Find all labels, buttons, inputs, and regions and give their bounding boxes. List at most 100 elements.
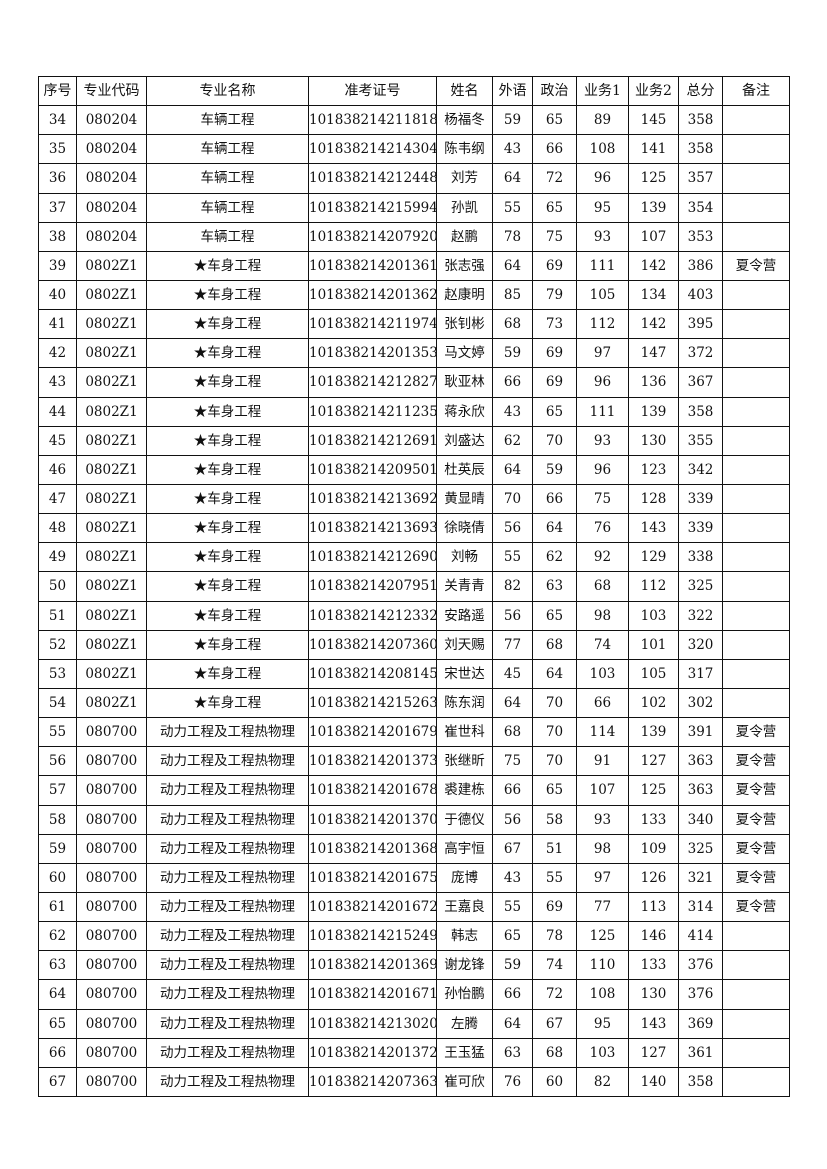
cell-politics: 79 bbox=[532, 279, 577, 311]
table-row: 41 0802Z1 ★车身工程 101838214211974 张钊彬 68 73 112 14… bbox=[38, 309, 790, 340]
cell-exam-id: 101838214201370 bbox=[308, 804, 437, 835]
cell-major-code: 080204 bbox=[76, 192, 147, 223]
table-row: 60 080700 动力工程及工程热物理 101838214201675 庞博 43 55 9… bbox=[38, 862, 790, 893]
cell-total: 354 bbox=[678, 192, 723, 223]
cell-total: 317 bbox=[678, 658, 723, 689]
cell-major-name: 动力工程及工程热物理 bbox=[146, 950, 309, 981]
cell-seq: 37 bbox=[38, 192, 77, 223]
table-row: 53 0802Z1 ★车身工程 101838214208145 宋世达 45 64 103 10… bbox=[38, 658, 790, 689]
cell-subject2: 133 bbox=[628, 950, 679, 981]
cell-major-code: 0802Z1 bbox=[76, 542, 147, 573]
cell-name: 崔世科 bbox=[436, 717, 493, 748]
cell-politics: 69 bbox=[532, 338, 577, 369]
cell-subject2: 127 bbox=[628, 746, 679, 777]
cell-subject2: 147 bbox=[628, 338, 679, 369]
header-subject2: 业务2 bbox=[628, 75, 679, 107]
table-row: 58 080700 动力工程及工程热物理 101838214201370 于德仪 56 58… bbox=[38, 804, 790, 835]
cell-major-code: 080700 bbox=[76, 746, 147, 777]
cell-foreign-language: 56 bbox=[492, 513, 533, 544]
table-row: 49 0802Z1 ★车身工程 101838214212690 刘畅 55 62 92 129 3… bbox=[38, 542, 790, 573]
cell-name: 刘盛达 bbox=[436, 425, 493, 456]
cell-foreign-language: 55 bbox=[492, 542, 533, 573]
cell-total: 391 bbox=[678, 717, 723, 748]
cell-subject1: 75 bbox=[576, 483, 629, 515]
cell-subject1: 82 bbox=[576, 1066, 629, 1097]
cell-seq: 66 bbox=[38, 1037, 77, 1068]
cell-name: 蒋永欣 bbox=[436, 396, 493, 427]
cell-name: 黄显晴 bbox=[436, 483, 493, 515]
cell-major-code: 080700 bbox=[76, 979, 147, 1010]
cell-foreign-language: 43 bbox=[492, 396, 533, 427]
cell-remark bbox=[722, 687, 790, 719]
table-row: 47 0802Z1 ★车身工程 101838214213692 黄显晴 70 66 75 128… bbox=[38, 483, 790, 515]
cell-major-name: ★车身工程 bbox=[146, 513, 309, 544]
cell-seq: 65 bbox=[38, 1008, 77, 1039]
cell-subject1: 98 bbox=[576, 833, 629, 864]
cell-exam-id: 101838214201373 bbox=[308, 746, 437, 777]
cell-remark bbox=[722, 571, 790, 602]
cell-subject1: 103 bbox=[576, 1037, 629, 1068]
table-row: 34 080204 车辆工程 101838214211818 杨福冬 59 65 89 145 3… bbox=[38, 105, 790, 136]
cell-politics: 65 bbox=[532, 192, 577, 223]
cell-subject2: 129 bbox=[628, 542, 679, 573]
cell-subject1: 76 bbox=[576, 513, 629, 544]
cell-total: 320 bbox=[678, 629, 723, 660]
cell-major-name: ★车身工程 bbox=[146, 454, 309, 485]
table-row: 52 0802Z1 ★车身工程 101838214207360 刘天赐 77 68 74 101… bbox=[38, 629, 790, 660]
cell-seq: 60 bbox=[38, 862, 77, 893]
cell-remark bbox=[722, 1066, 790, 1097]
cell-exam-id: 101838214212332 bbox=[308, 600, 437, 631]
cell-exam-id: 101838214207360 bbox=[308, 629, 437, 660]
table-row: 64 080700 动力工程及工程热物理 101838214201671 孙怡鹏 66 72… bbox=[38, 979, 790, 1010]
table-row: 67 080700 动力工程及工程热物理 101838214207363 崔可欣 76 60… bbox=[38, 1066, 790, 1097]
cell-politics: 70 bbox=[532, 717, 577, 748]
cell-name: 刘芳 bbox=[436, 163, 493, 194]
cell-seq: 61 bbox=[38, 891, 77, 923]
cell-seq: 45 bbox=[38, 425, 77, 456]
cell-exam-id: 101838214214304 bbox=[308, 134, 437, 165]
cell-major-code: 0802Z1 bbox=[76, 513, 147, 544]
cell-subject2: 109 bbox=[628, 833, 679, 864]
table-row: 42 0802Z1 ★车身工程 101838214201353 马文婷 59 69 97 147… bbox=[38, 338, 790, 369]
cell-total: 395 bbox=[678, 309, 723, 340]
cell-total: 367 bbox=[678, 367, 723, 398]
cell-foreign-language: 75 bbox=[492, 746, 533, 777]
cell-subject1: 108 bbox=[576, 979, 629, 1010]
cell-exam-id: 101838214201678 bbox=[308, 775, 437, 806]
header-major-name: 专业名称 bbox=[146, 75, 309, 107]
cell-major-name: 动力工程及工程热物理 bbox=[146, 746, 309, 777]
cell-remark bbox=[722, 454, 790, 485]
cell-seq: 34 bbox=[38, 105, 77, 136]
cell-foreign-language: 76 bbox=[492, 1066, 533, 1097]
cell-exam-id: 101838214213020 bbox=[308, 1008, 437, 1039]
cell-subject1: 125 bbox=[576, 921, 629, 952]
cell-subject2: 143 bbox=[628, 513, 679, 544]
cell-name: 刘天赐 bbox=[436, 629, 493, 660]
cell-seq: 51 bbox=[38, 600, 77, 631]
cell-remark bbox=[722, 513, 790, 544]
cell-exam-id: 101838214201361 bbox=[308, 250, 437, 281]
cell-major-code: 0802Z1 bbox=[76, 367, 147, 398]
cell-name: 杨福冬 bbox=[436, 105, 493, 136]
cell-major-name: 动力工程及工程热物理 bbox=[146, 775, 309, 806]
cell-remark bbox=[722, 950, 790, 981]
cell-total: 314 bbox=[678, 891, 723, 923]
cell-seq: 56 bbox=[38, 746, 77, 777]
cell-subject1: 95 bbox=[576, 1008, 629, 1039]
header-name: 姓名 bbox=[436, 75, 493, 107]
cell-politics: 68 bbox=[532, 629, 577, 660]
cell-major-code: 0802Z1 bbox=[76, 629, 147, 660]
cell-name: 左腾 bbox=[436, 1008, 493, 1039]
cell-name: 王玉猛 bbox=[436, 1037, 493, 1068]
cell-foreign-language: 63 bbox=[492, 1037, 533, 1068]
cell-total: 369 bbox=[678, 1008, 723, 1039]
table-row: 61 080700 动力工程及工程热物理 101838214201672 王嘉良 55 69… bbox=[38, 891, 790, 923]
cell-foreign-language: 56 bbox=[492, 600, 533, 631]
cell-exam-id: 101838214201372 bbox=[308, 1037, 437, 1068]
cell-major-name: 动力工程及工程热物理 bbox=[146, 979, 309, 1010]
cell-seq: 55 bbox=[38, 717, 77, 748]
cell-name: 谢龙锋 bbox=[436, 950, 493, 981]
cell-total: 403 bbox=[678, 279, 723, 311]
cell-seq: 46 bbox=[38, 454, 77, 485]
header-politics: 政治 bbox=[532, 75, 577, 107]
